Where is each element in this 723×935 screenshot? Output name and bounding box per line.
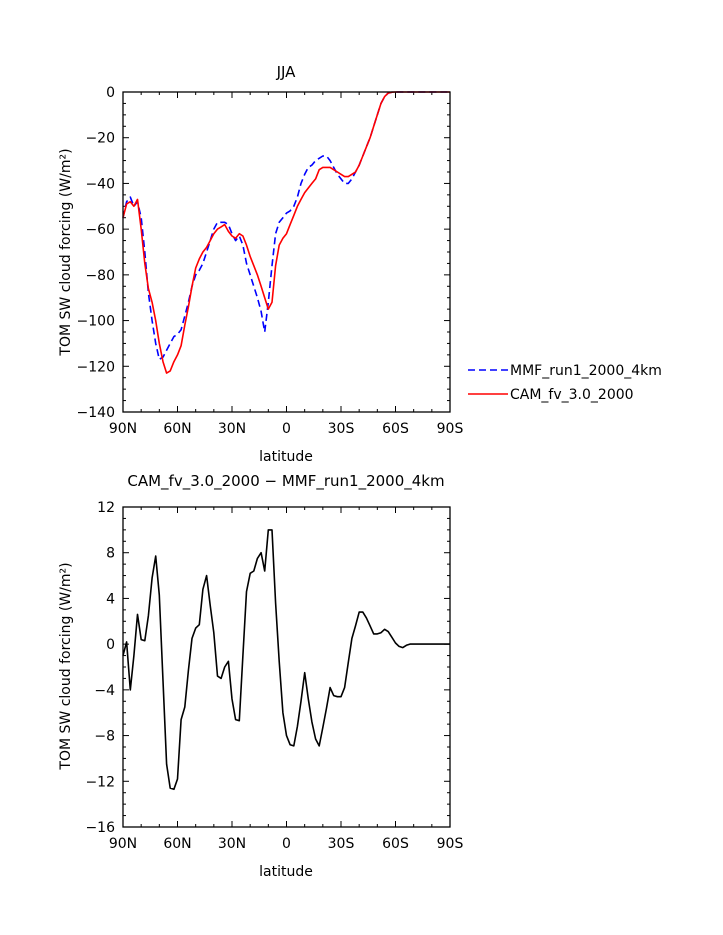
top-y-tick-label: 0 [106, 85, 115, 101]
bottom-panel: CAM_fv_3.0_2000 − MMF_run1_2000_4km TOM … [58, 472, 463, 880]
top-y-tick-label: −100 [77, 314, 115, 330]
top-plot-frame [122, 91, 451, 413]
top-y-tick-label: −40 [85, 176, 115, 192]
bottom-x-tick-label: 60N [163, 836, 191, 852]
legend-label-cam: CAM_fv_3.0_2000 [510, 387, 634, 403]
top-axis-ticks [122, 91, 451, 413]
top-y-axis-label: TOM SW cloud forcing (W/m²) [58, 148, 74, 356]
top-x-tick-label: 60S [382, 421, 409, 437]
bottom-series-line-0 [122, 529, 450, 791]
bottom-y-tick-label: 0 [106, 637, 115, 653]
bottom-y-tick-label: −4 [94, 683, 115, 699]
top-y-tick-labels: 0 −20 −40 −60 −80 −100 −120 −140 [77, 85, 115, 421]
top-y-tick-label: −120 [77, 359, 115, 375]
legend-label-mmf: MMF_run1_2000_4km [510, 363, 662, 379]
bottom-y-tick-label: −16 [85, 820, 115, 836]
top-x-tick-label: 90N [109, 421, 137, 437]
bottom-y-tick-label: −8 [94, 729, 115, 745]
bottom-y-tick-labels: 12 8 4 0 −4 −8 −12 −16 [85, 500, 115, 836]
top-x-tick-label: 0 [282, 421, 291, 437]
legend: MMF_run1_2000_4km CAM_fv_3.0_2000 [468, 363, 662, 403]
bottom-series-lines [122, 529, 450, 791]
bottom-y-tick-label: 8 [106, 546, 115, 562]
bottom-x-tick-label: 30N [218, 836, 246, 852]
top-x-axis-label: latitude [259, 449, 313, 465]
top-title: JJA [276, 63, 297, 81]
top-x-tick-label: 90S [437, 421, 464, 437]
bottom-x-tick-label: 30S [328, 836, 355, 852]
bottom-axis-ticks [122, 506, 451, 828]
top-y-tick-label: −140 [77, 405, 115, 421]
bottom-x-tick-labels: 90N 60N 30N 0 30S 60S 90S [109, 836, 464, 852]
bottom-y-tick-label: 4 [106, 591, 115, 607]
bottom-x-tick-label: 60S [382, 836, 409, 852]
top-y-tick-label: −80 [85, 268, 115, 284]
top-series-line-0 [122, 91, 450, 361]
bottom-title: CAM_fv_3.0_2000 − MMF_run1_2000_4km [127, 472, 444, 491]
top-x-tick-label: 30N [218, 421, 246, 437]
bottom-y-axis-label: TOM SW cloud forcing (W/m²) [58, 562, 74, 770]
bottom-x-tick-label: 90N [109, 836, 137, 852]
top-series-line-1 [122, 91, 450, 374]
top-x-tick-label: 30S [328, 421, 355, 437]
top-y-tick-label: −20 [85, 131, 115, 147]
bottom-x-tick-label: 0 [282, 836, 291, 852]
bottom-x-axis-label: latitude [259, 864, 313, 880]
bottom-y-tick-label: 12 [97, 500, 115, 516]
bottom-y-tick-label: −12 [85, 774, 115, 790]
top-y-tick-label: −60 [85, 222, 115, 238]
top-x-tick-labels: 90N 60N 30N 0 30S 60S 90S [109, 421, 464, 437]
bottom-x-tick-label: 90S [437, 836, 464, 852]
top-series-lines [122, 91, 450, 374]
bottom-plot-frame [122, 506, 451, 828]
top-panel: JJA TOM SW cloud forcing (W/m²) latitude… [58, 63, 463, 465]
top-x-tick-label: 60N [163, 421, 191, 437]
